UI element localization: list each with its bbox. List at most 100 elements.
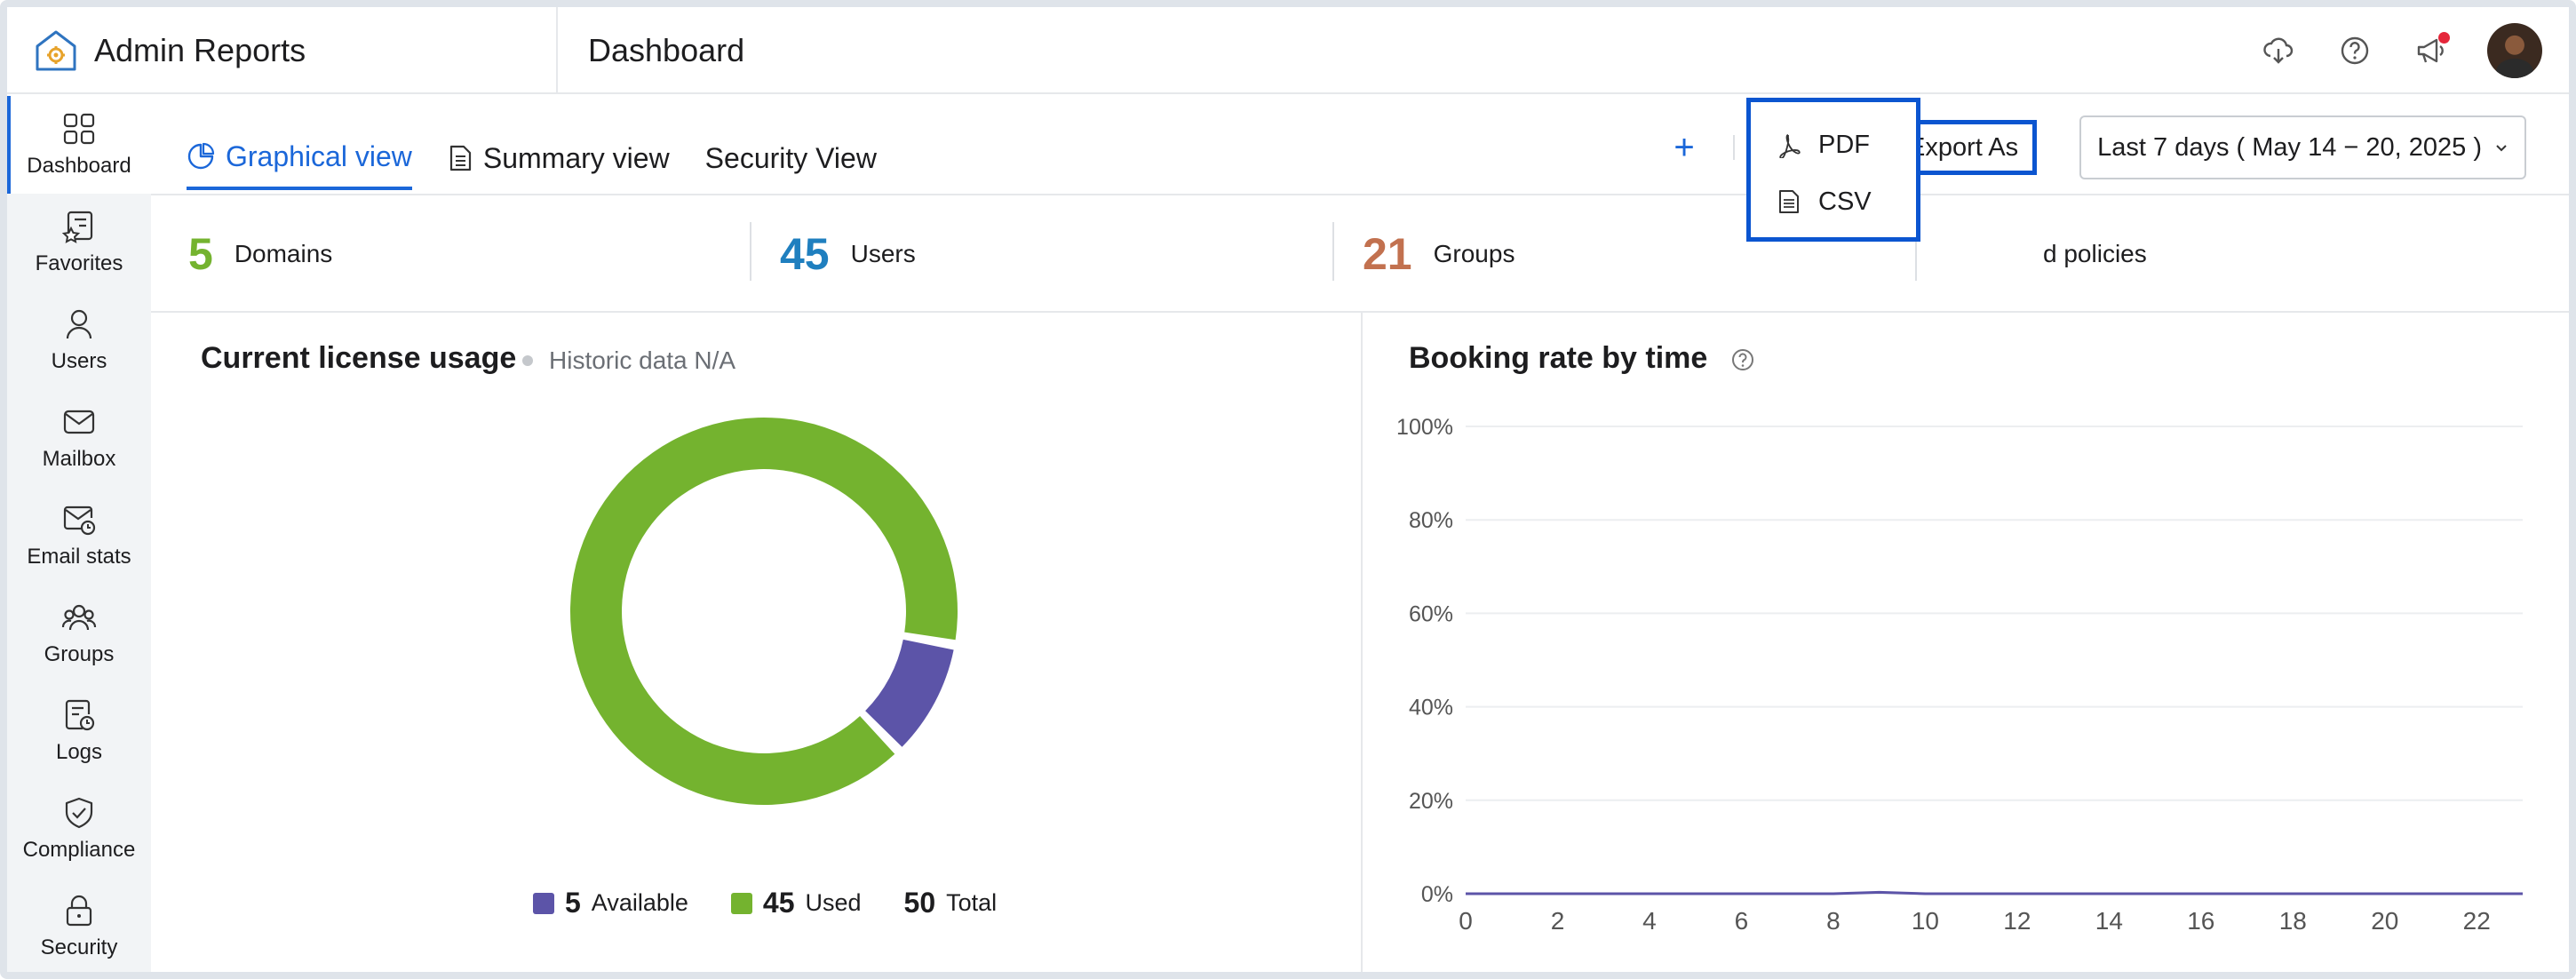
csv-icon: [1779, 190, 1799, 213]
legend-available[interactable]: 5 Available: [533, 887, 688, 919]
booking-rate-title-text: Booking rate by time: [1409, 341, 1708, 375]
tab-label: Graphical view: [226, 139, 412, 172]
brand[interactable]: Admin Reports: [7, 7, 558, 94]
legend-value: 45: [762, 887, 795, 919]
y-tick-label: 20%: [1409, 789, 1453, 814]
cloud-download-icon[interactable]: [2258, 30, 2299, 71]
pdf-icon: [1779, 134, 1801, 158]
sidebar-item-mailbox[interactable]: Mailbox: [7, 389, 151, 487]
x-tick-label: 10: [1912, 907, 1939, 935]
admin-reports-logo-icon: [36, 30, 76, 71]
x-tick-label: 0: [1459, 907, 1473, 935]
sidebar-item-email-stats[interactable]: Email stats: [7, 487, 151, 585]
sidebar-item-label: Favorites: [35, 251, 123, 275]
sidebar-item-favorites[interactable]: Favorites: [7, 194, 151, 291]
x-tick-label: 2: [1551, 907, 1565, 935]
tabs-toolbar-row: Graphical view Summary view Security Vie…: [151, 96, 2569, 195]
pie-icon: [187, 142, 215, 170]
main-content: Graphical view Summary view Security Vie…: [151, 96, 2569, 972]
y-tick-label: 40%: [1409, 696, 1453, 720]
license-usage-subtitle: Historic data N/A: [522, 346, 735, 375]
page-title: Dashboard: [588, 32, 745, 68]
export-as-label: Export As: [1908, 132, 2019, 162]
tab-summary-view[interactable]: Summary view: [448, 126, 670, 190]
sidebar-item-label: Dashboard: [27, 154, 131, 178]
mail-icon: [63, 410, 95, 434]
notification-dot: [2438, 32, 2450, 44]
license-legend: 5 Available 45 Used 50 Total: [533, 887, 997, 919]
x-tick-label: 16: [2187, 907, 2214, 935]
announcement-icon[interactable]: [2411, 30, 2452, 71]
view-tabs: Graphical view Summary view Security Vie…: [187, 126, 877, 190]
sidebar-item-logs[interactable]: Logs: [7, 682, 151, 780]
tab-graphical-view[interactable]: Graphical view: [187, 126, 412, 190]
sidebar-item-security[interactable]: Security: [7, 878, 151, 972]
sidebar-item-users[interactable]: Users: [7, 291, 151, 389]
export-csv-item[interactable]: CSV: [1751, 173, 1916, 230]
license-donut-chart: [570, 418, 958, 805]
lock-icon: [66, 895, 92, 927]
stat-groups[interactable]: 21 Groups: [1363, 195, 1515, 313]
legend-swatch: [533, 892, 554, 914]
booking-rate-chart: 0% 20% 40% 60% 80% 100% 0 2 4 6 8 10 12 14 16 18 20 22: [1396, 415, 2523, 935]
sidebar-item-label: Compliance: [22, 838, 136, 862]
sidebar-item-label: Security: [40, 935, 118, 959]
divider: [1915, 222, 1917, 281]
donut-slice-used[interactable]: [570, 418, 958, 805]
group-icon: [61, 604, 97, 631]
x-tick-label: 22: [2463, 907, 2491, 935]
stat-label: Users: [850, 240, 916, 267]
sidebar-item-groups[interactable]: Groups: [7, 585, 151, 682]
legend-swatch: [730, 892, 752, 914]
help-icon[interactable]: [1730, 347, 1755, 372]
tab-label: Security View: [704, 141, 877, 174]
tab-label: Summary view: [482, 141, 670, 174]
license-usage-title: Current license usage: [201, 341, 517, 375]
app-title: Admin Reports: [94, 32, 306, 68]
star-list-icon: [61, 211, 93, 243]
bullet-dot: [522, 355, 533, 366]
stat-users[interactable]: 45 Users: [780, 195, 916, 313]
sidebar-item-dashboard[interactable]: Dashboard: [7, 96, 151, 194]
stat-domains[interactable]: 5 Domains: [188, 195, 332, 313]
stat-label: Groups: [1433, 240, 1515, 267]
sidebar-item-compliance[interactable]: Compliance: [7, 780, 151, 878]
export-pdf-label: PDF: [1818, 130, 1870, 159]
export-csv-label: CSV: [1818, 187, 1872, 216]
sidebar-item-label: Email stats: [27, 545, 131, 569]
avatar[interactable]: [2487, 23, 2542, 78]
divider: [1332, 222, 1334, 281]
legend-used[interactable]: 45 Used: [730, 887, 862, 919]
add-button[interactable]: +: [1674, 127, 1695, 167]
stat-label: Domains: [234, 240, 333, 267]
historic-data-label: Historic data N/A: [549, 346, 736, 374]
export-pdf-item[interactable]: PDF: [1751, 116, 1916, 173]
x-tick-label: 12: [2003, 907, 2031, 935]
y-tick-label: 100%: [1396, 415, 1453, 440]
y-tick-label: 60%: [1409, 601, 1453, 626]
donut-slice-available[interactable]: [865, 639, 954, 747]
series-line[interactable]: [1466, 890, 2523, 895]
stat-label: d policies: [2043, 240, 2147, 267]
user-icon: [66, 309, 92, 339]
divider: [750, 222, 751, 281]
top-header: Admin Reports Dashboard: [7, 7, 2569, 94]
date-range-dropdown[interactable]: Last 7 days ( May 14 − 20, 2025 ): [2079, 115, 2526, 179]
help-icon[interactable]: [2334, 30, 2375, 71]
legend-value: 5: [565, 887, 581, 919]
x-tick-label: 20: [2371, 907, 2398, 935]
stat-value: 45: [780, 229, 830, 279]
x-tick-label: 6: [1735, 907, 1749, 935]
sidebar-item-label: Groups: [44, 642, 115, 666]
mail-clock-icon: [63, 505, 96, 536]
stat-value: 21: [1363, 229, 1412, 279]
x-tick-label: 4: [1642, 907, 1657, 935]
sidebar-item-label: Mailbox: [42, 447, 116, 471]
booking-rate-title: Booking rate by time: [1409, 341, 1755, 376]
export-menu: PDF CSV: [1746, 98, 1920, 242]
document-icon: [449, 145, 471, 171]
stat-policies[interactable]: d policies: [2043, 195, 2147, 313]
tab-security-view[interactable]: Security View: [705, 126, 877, 190]
legend-label: Used: [805, 889, 862, 916]
